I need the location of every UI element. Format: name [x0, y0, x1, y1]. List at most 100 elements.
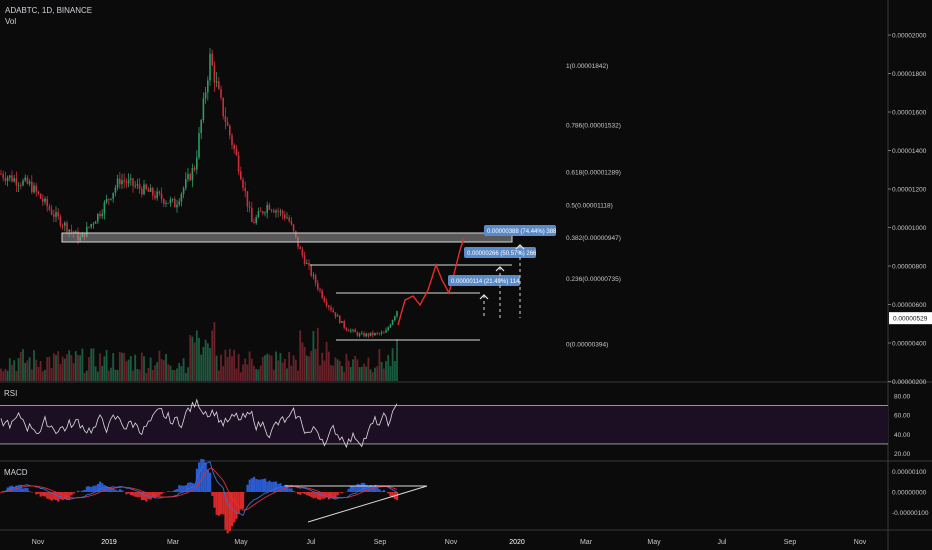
- volume-bar: [8, 358, 11, 381]
- volume-bar: [66, 354, 68, 381]
- volume-bar: [393, 361, 396, 381]
- candle-body: [356, 332, 359, 336]
- measure-arrow-head: [495, 266, 505, 272]
- candle-body: [37, 191, 40, 194]
- macd-hist-bar: [338, 492, 341, 493]
- candle-body: [171, 198, 174, 200]
- volume-bar: [235, 368, 238, 381]
- current-price-tag: [889, 312, 932, 325]
- candle-body: [336, 315, 339, 317]
- macd-hist-bar: [272, 481, 275, 492]
- volume-bar: [114, 369, 117, 381]
- candle-body: [2, 174, 4, 178]
- macd-hist-bar: [129, 492, 132, 496]
- macd-hist-bar: [319, 492, 322, 500]
- volume-bar: [99, 353, 101, 381]
- candle-body: [59, 216, 62, 226]
- candle-body: [17, 185, 20, 187]
- candle-body: [290, 221, 293, 225]
- candle-body: [193, 168, 196, 170]
- rsi-axis-label: 40.00: [894, 432, 911, 439]
- volume-bar: [17, 357, 20, 381]
- volume-bar: [220, 354, 222, 381]
- volume-bar: [330, 365, 332, 381]
- candle-body: [385, 330, 387, 333]
- candle-body: [31, 181, 33, 193]
- candle-body: [178, 201, 180, 205]
- candle-body: [196, 157, 198, 170]
- volume-bar: [167, 364, 170, 381]
- macd-hist-bar: [279, 483, 282, 492]
- candle-body: [61, 225, 64, 227]
- macd-axis-label: 0.00000100: [892, 469, 927, 476]
- volume-bar: [319, 365, 321, 381]
- macd-hist-bar: [44, 492, 47, 497]
- volume-bar: [281, 362, 284, 381]
- macd-hist-bar: [367, 485, 370, 492]
- candle-body: [42, 198, 44, 202]
- volume-bar: [37, 366, 40, 381]
- measure-tag-box: [448, 275, 520, 286]
- candle-body: [110, 198, 112, 200]
- macd-hist-bar: [354, 486, 357, 492]
- macd-hist-bar: [96, 484, 99, 492]
- macd-hist-bar: [154, 492, 157, 499]
- macd-hist-bar: [264, 478, 267, 492]
- macd-hist-bar: [50, 492, 53, 501]
- measure-arrow-head: [515, 244, 525, 250]
- macd-hist-bar: [259, 479, 262, 492]
- candle-body: [242, 179, 244, 189]
- volume-bar: [72, 363, 75, 381]
- candle-body: [209, 53, 211, 81]
- candle-body: [248, 206, 251, 208]
- volume-bar: [44, 369, 46, 381]
- candle-body: [281, 210, 284, 215]
- price-axis-label: 0.00002000: [892, 33, 927, 40]
- candle-body: [130, 178, 132, 180]
- candle-body: [224, 116, 227, 123]
- macd-hist-bar: [206, 469, 209, 492]
- candle-body: [361, 333, 363, 334]
- macd-hist-bar: [26, 488, 29, 492]
- macd-hist-bar: [105, 486, 108, 492]
- candle-body: [222, 97, 224, 117]
- volume-bar: [360, 366, 363, 381]
- candle-body: [211, 53, 213, 66]
- macd-hist-bar: [378, 489, 381, 492]
- volume-bar: [204, 339, 207, 381]
- candle-body: [138, 184, 141, 189]
- candle-body: [24, 177, 26, 181]
- measure-arrow-head: [479, 294, 489, 300]
- macd-hist-bar: [220, 492, 223, 515]
- macd-hist-bar: [158, 492, 161, 496]
- candle-body: [303, 255, 306, 264]
- macd-hist-bar: [39, 492, 42, 497]
- volume-bar: [371, 372, 374, 381]
- volume-bar: [162, 360, 165, 381]
- volume-bar: [15, 371, 18, 381]
- candle-body: [299, 247, 301, 250]
- candle-body: [103, 202, 106, 214]
- candle-body: [306, 263, 308, 264]
- price-axis-label: 0.00000400: [892, 341, 927, 348]
- volume-bar: [143, 356, 145, 381]
- volume-bar: [288, 352, 291, 381]
- volume-bar: [11, 364, 13, 381]
- volume-bar: [268, 354, 271, 381]
- macd-hist-bar: [88, 486, 91, 492]
- macd-pane-label: MACD: [4, 468, 28, 477]
- fib-level-label: 0(0.00000394): [566, 342, 608, 349]
- candle-body: [147, 189, 150, 192]
- volume-bar: [13, 360, 16, 381]
- candle-body: [15, 178, 18, 186]
- macd-hist-bar: [268, 480, 271, 492]
- time-axis-label: Sep: [374, 539, 387, 546]
- volume-bar: [226, 357, 229, 381]
- volume-bar: [101, 366, 104, 381]
- candle-body: [66, 222, 68, 232]
- volume-bar: [39, 360, 42, 381]
- macd-hist-bar: [261, 479, 264, 492]
- volume-bar: [345, 353, 348, 381]
- candle-body: [88, 226, 90, 228]
